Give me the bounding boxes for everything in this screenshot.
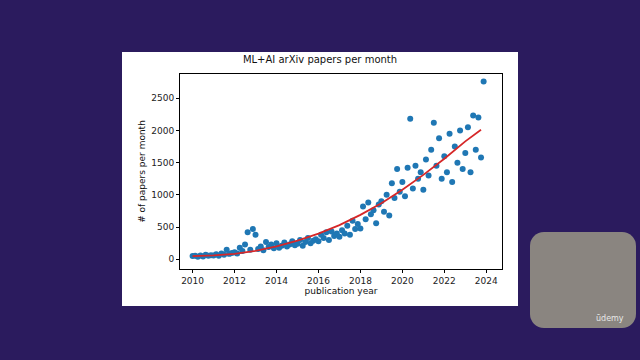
- svg-text:2000: 2000: [151, 126, 174, 136]
- svg-text:2500: 2500: [151, 93, 174, 103]
- svg-text:2010: 2010: [181, 276, 204, 286]
- svg-text:# of papers per month: # of papers per month: [137, 120, 147, 223]
- svg-text:2022: 2022: [433, 276, 456, 286]
- svg-text:0: 0: [168, 254, 174, 264]
- svg-text:ML+AI arXiv papers per month: ML+AI arXiv papers per month: [243, 54, 397, 65]
- svg-text:2012: 2012: [223, 276, 246, 286]
- svg-text:2014: 2014: [265, 276, 288, 286]
- svg-text:2016: 2016: [307, 276, 330, 286]
- svg-text:500: 500: [157, 222, 174, 232]
- svg-text:2020: 2020: [391, 276, 414, 286]
- html-text:ūdemy: ūdemy: [596, 314, 624, 323]
- svg-text:1500: 1500: [151, 158, 174, 168]
- svg-text:publication year: publication year: [305, 286, 378, 296]
- svg-text:2024: 2024: [475, 276, 498, 286]
- svg-text:1000: 1000: [151, 190, 174, 200]
- svg-text:2018: 2018: [349, 276, 372, 286]
